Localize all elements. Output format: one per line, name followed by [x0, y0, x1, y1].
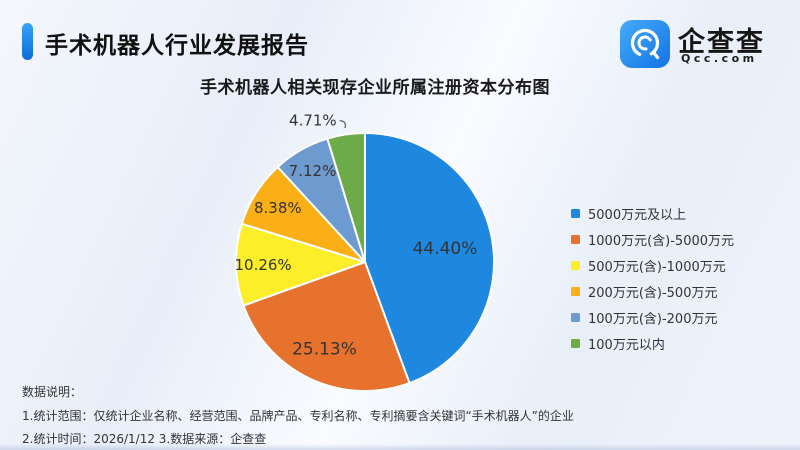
notes-scope-line: 1.统计范围：仅统计企业名称、经营范围、品牌产品、专利名称、专利摘要含关键词“手…	[22, 408, 574, 423]
title-accent-bar	[22, 23, 33, 60]
qcc-logo-icon	[620, 20, 670, 68]
legend-item-0[interactable]: 5000万元及以上	[571, 200, 734, 226]
legend-swatch-icon	[571, 260, 580, 270]
legend-item-5[interactable]: 100万元以内	[571, 330, 734, 356]
pie-slice-1[interactable]	[242, 261, 411, 393]
qcc-logo-name: 企查查	[678, 27, 765, 58]
legend-label: 5000万元及以上	[588, 207, 687, 223]
legend-swatch-icon	[571, 234, 580, 244]
legend-label: 500万元(含)-1000万元	[588, 259, 726, 275]
pie-label-4: 7.12%	[289, 162, 337, 180]
legend-swatch-icon	[571, 312, 580, 322]
notes-heading: 数据说明：	[22, 385, 83, 399]
pie-label-1: 25.13%	[292, 340, 357, 360]
pie-slice-2[interactable]	[234, 222, 366, 307]
qcc-logo: 企查查 Qcc.com	[620, 20, 790, 70]
legend-swatch-icon	[571, 286, 580, 296]
legend-label: 100万元(含)-200万元	[588, 311, 718, 327]
chart-legend: 5000万元及以上 1000万元(含)-5000万元 500万元(含)-1000万元…	[571, 200, 734, 356]
qcc-q-glyph-icon	[630, 28, 660, 60]
pie-label-0: 44.40%	[413, 239, 478, 259]
pie-label-3: 8.38%	[254, 199, 302, 217]
notes-time-source-line: 2.统计时间：2026/1/12 3.数据来源：企查查	[22, 432, 267, 446]
pie-slice-5[interactable]	[326, 132, 366, 263]
pie-slice-0[interactable]	[364, 132, 496, 385]
legend-item-3[interactable]: 200万元(含)-500万元	[571, 278, 734, 304]
legend-swatch-icon	[571, 338, 580, 348]
legend-item-2[interactable]: 500万元(含)-1000万元	[571, 252, 734, 278]
qcc-logo-domain: Qcc.com	[681, 52, 758, 65]
pie-label-2: 10.26%	[234, 256, 291, 274]
pie-label-leader-line	[339, 120, 347, 129]
legend-label: 1000万元(含)-5000万元	[588, 233, 735, 249]
legend-item-1[interactable]: 1000万元(含)-5000万元	[571, 226, 734, 252]
legend-label: 200万元(含)-500万元	[588, 285, 718, 301]
legend-item-4[interactable]: 100万元(含)-200万元	[571, 304, 734, 330]
legend-swatch-icon	[571, 208, 580, 218]
report-title: 手术机器人行业发展报告	[45, 33, 309, 59]
legend-label: 100万元以内	[588, 337, 665, 353]
chart-title: 手术机器人相关现存企业所属注册资本分布图	[200, 78, 550, 98]
data-notes: 数据说明： 1.统计范围：仅统计企业名称、经营范围、品牌产品、专利名称、专利摘要…	[22, 381, 790, 450]
pie-label-5: 4.71%	[289, 112, 337, 130]
